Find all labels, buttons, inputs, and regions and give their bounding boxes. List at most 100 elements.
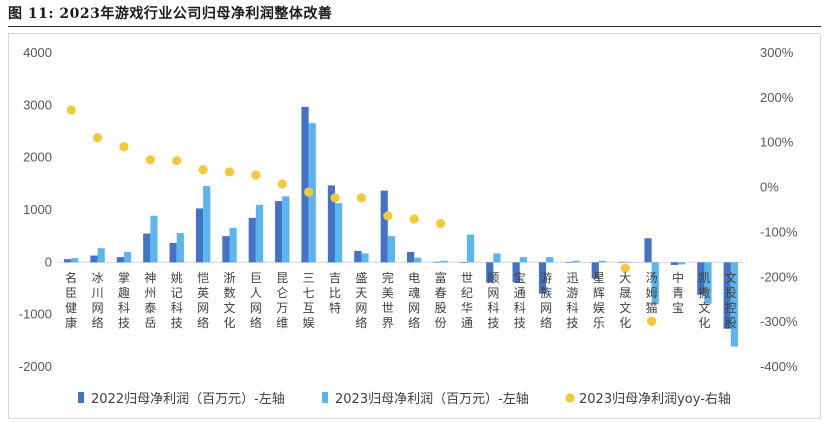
bar-2023 (440, 260, 448, 263)
bar-2022 (222, 236, 230, 263)
category-label: 汤姆猫 (646, 271, 658, 315)
yoy-point (172, 156, 182, 166)
bar-2022 (433, 261, 441, 263)
legend-label: 2023归母净利润（百万元）-左轴 (335, 392, 529, 407)
bar-2022 (301, 106, 309, 263)
bar-2023 (282, 196, 290, 263)
category-label: 三七互娱 (303, 271, 315, 330)
category-label: 昆仑万维 (276, 271, 288, 330)
bar-2023 (598, 260, 607, 263)
bar-2022 (459, 262, 467, 263)
left-axis-tick-label: 3000 (23, 97, 52, 112)
bar-2022 (275, 201, 283, 263)
yoy-point (119, 142, 129, 152)
yoy-point (620, 263, 630, 273)
bar-2022 (697, 262, 705, 295)
left-axis-tick-label: -2000 (19, 359, 52, 374)
category-label: 名臣健康 (65, 270, 77, 330)
bar-2023 (71, 258, 79, 263)
bar-2022 (591, 262, 599, 279)
right-axis-tick-label: 300% (760, 45, 794, 60)
category-label: 迅游科技 (566, 271, 578, 330)
bar-2023 (625, 261, 633, 263)
bar-2022 (195, 208, 204, 263)
bar-2023 (229, 227, 237, 263)
category-label: 浙数文化 (223, 271, 235, 330)
left-axis-tick-label: 4000 (23, 45, 52, 60)
legend-label: 2022归母净利润（百万元）-左轴 (91, 392, 285, 407)
yoy-point (66, 105, 76, 115)
category-label: 掌趣科技 (118, 271, 130, 330)
bar-2023 (97, 248, 105, 263)
category-label: 游族网络 (540, 271, 552, 330)
labels-layer: 名臣健康 冰川网络 掌趣科技 神州泰岳 姚记科技 恺英网络 浙数文化 巨人网络 昆仑万维 三七互娱… (65, 270, 737, 330)
yoy-point (356, 193, 367, 203)
left-axis-tick-label: 2000 (23, 150, 52, 165)
category-label: 电魂网络 (408, 271, 420, 330)
bar-2022 (618, 261, 626, 263)
yoy-point (647, 316, 657, 326)
yoy-point (198, 165, 208, 175)
bar-2023 (572, 260, 580, 263)
category-label: 冰川网络 (92, 271, 104, 330)
bar-2023 (730, 262, 739, 347)
legend-layer: 2022归母净利润（百万元）-左轴 2023归母净利润（百万元）-左轴 2023归母… (78, 392, 731, 407)
yoy-point (435, 218, 446, 229)
right-axis-tick-label: 200% (760, 90, 794, 105)
category-label: 姚记科技 (171, 271, 183, 330)
bar-2023 (203, 185, 211, 263)
category-label: 富春股份 (435, 270, 447, 330)
bar-2023 (546, 257, 554, 263)
bar-2023 (493, 253, 501, 263)
bar-2023 (387, 236, 396, 263)
category-label: 宝通科技 (514, 271, 526, 330)
yoy-point (145, 155, 155, 165)
yoy-point (409, 214, 419, 224)
bar-2023 (704, 262, 712, 304)
yoy-point (251, 170, 261, 180)
right-axis-tick-label: -100% (760, 224, 798, 239)
bar-2023 (678, 262, 686, 265)
legend-swatch-bar (78, 392, 84, 403)
yoy-point (92, 133, 103, 143)
right-axis-tick-label: -300% (760, 314, 798, 329)
category-label: 完美世界 (382, 270, 394, 330)
bar-2022 (512, 262, 520, 283)
bar-2022 (486, 262, 494, 283)
bar-2022 (116, 257, 124, 263)
bar-2022 (538, 262, 547, 294)
chart-frame (8, 33, 821, 419)
category-label: 世纪华通 (461, 271, 473, 330)
bar-2022 (380, 190, 388, 263)
legend-swatch-dot (565, 393, 575, 403)
right-axis-tick-label: -400% (760, 359, 798, 374)
bar-2023 (255, 204, 264, 263)
bar-2022 (327, 185, 336, 263)
bar-2023 (150, 215, 158, 263)
legend-label: 2023归母净利润yoy-右轴 (579, 392, 731, 407)
yoy-point (224, 167, 235, 177)
yoy-point (304, 187, 314, 197)
category-label: 凯撒文化 (698, 271, 710, 330)
legend-swatch-bar (322, 392, 328, 403)
category-label: 巨人网络 (250, 271, 262, 330)
category-label: 星辉娱乐 (593, 271, 605, 330)
yoy-point (277, 179, 287, 189)
bar-2023 (361, 253, 369, 263)
bar-2022 (354, 250, 362, 263)
bar-2023 (335, 203, 343, 263)
left-axis-tick-label: 0 (45, 254, 52, 269)
bar-2022 (644, 238, 652, 263)
yoy-point (383, 211, 393, 221)
bar-2023 (651, 262, 659, 305)
bars-layer (63, 106, 739, 347)
bar-2023 (176, 233, 184, 263)
bar-2023 (466, 234, 475, 263)
category-label: 神州泰岳 (144, 271, 156, 330)
bar-2022 (670, 262, 679, 265)
bar-2023 (519, 257, 527, 263)
bar-2022 (723, 262, 731, 329)
yoy-point (330, 193, 340, 203)
category-label: 顺网科技 (487, 271, 499, 330)
